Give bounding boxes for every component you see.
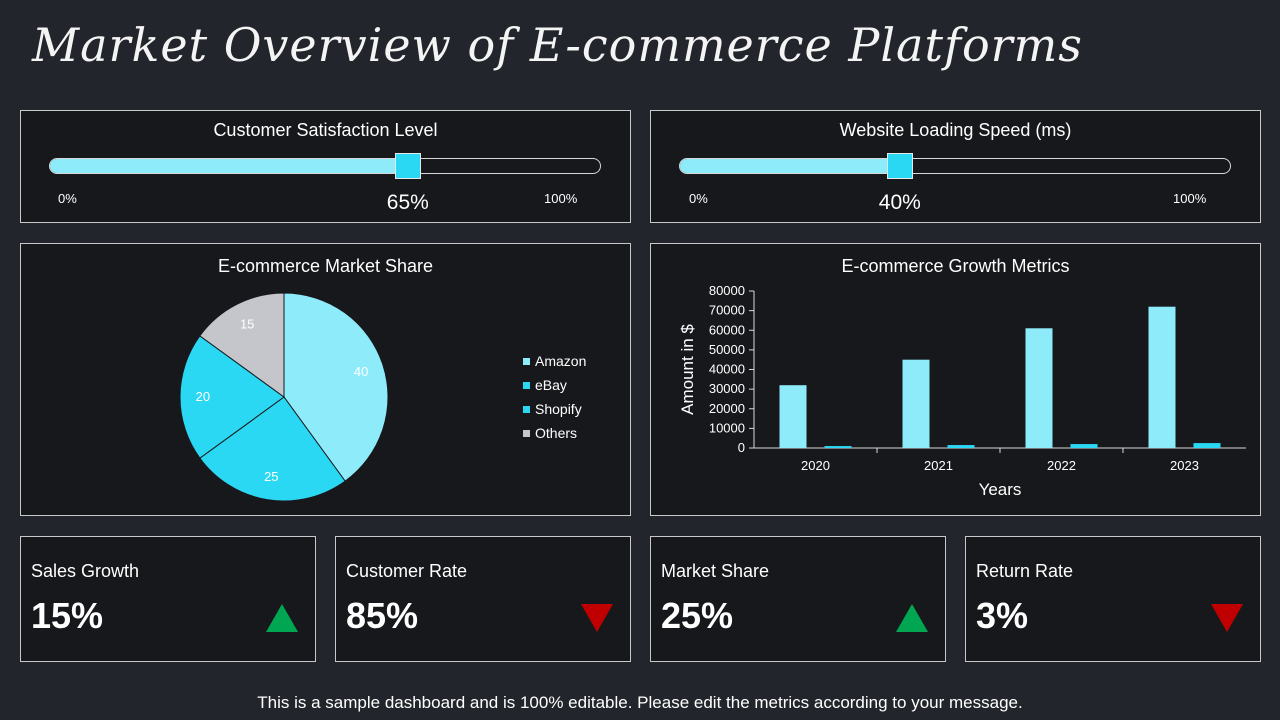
triangle-up-icon [266, 604, 298, 632]
bar-2020-series-1 [779, 385, 807, 448]
slider-track [49, 158, 601, 174]
x-tick-label: 2022 [1047, 458, 1076, 473]
kpi-card-return-rate: Return Rate 3% [965, 536, 1261, 662]
y-tick-label: 50000 [709, 342, 745, 357]
slider-min-label: 0% [58, 191, 77, 206]
slider-track [679, 158, 1231, 174]
kpi-title: Customer Rate [346, 561, 468, 581]
triangle-down-icon [581, 604, 613, 632]
x-tick-label: 2023 [1170, 458, 1199, 473]
y-tick-label: 70000 [709, 303, 745, 318]
bar-2022-series-2 [1070, 444, 1098, 448]
legend-label: Amazon [535, 353, 587, 369]
slider-thumb[interactable] [394, 153, 421, 179]
bar-2022-series-1 [1025, 328, 1053, 448]
pie-slice-ebay [199, 396, 346, 502]
slider-fill [680, 159, 901, 173]
pie-data-label: 25 [264, 469, 278, 484]
slider-thumb[interactable] [886, 153, 913, 179]
legend-item: Others [523, 421, 586, 445]
legend-item: eBay [523, 373, 586, 397]
bar-chart: 0 10000 20000 30000 40000 50000 60000 70000 8000… [678, 283, 1246, 499]
kpi-title: Sales Growth [31, 561, 140, 581]
y-tick-label: 0 [738, 440, 745, 455]
y-axis-title: Amount in $ [678, 324, 697, 415]
legend-item: Amazon [523, 349, 586, 373]
chart-legend: Amazon eBay Shopify Others [523, 349, 586, 445]
bar-2020-series-2 [824, 446, 852, 448]
pie-chart: 40 25 20 15 [179, 292, 389, 502]
growth-metrics-panel: E-commerce Growth Metrics 0 10000 20000 300… [650, 243, 1261, 516]
bar-2021-series-2 [947, 445, 975, 448]
pie-data-label: 20 [196, 389, 210, 404]
kpi-card-sales-growth: Sales Growth 15% [20, 536, 316, 662]
y-tick-label: 20000 [709, 401, 745, 416]
gauge-title: Website Loading Speed (ms) [839, 120, 1072, 140]
y-tick-label: 40000 [709, 362, 745, 377]
footer-note: This is a sample dashboard and is 100% e… [257, 693, 1023, 712]
gauge-panel-loading-speed: Website Loading Speed (ms) 0% 40% 100% [650, 110, 1261, 223]
gauge-title: Customer Satisfaction Level [213, 120, 438, 140]
bar-2021-series-1 [902, 359, 930, 448]
kpi-value: 3% [976, 595, 1029, 636]
pie-data-label: 40 [354, 364, 368, 379]
slider-value-label: 65% [386, 191, 429, 214]
legend-swatch [523, 381, 530, 389]
legend-swatch [523, 357, 530, 365]
x-tick-label: 2021 [924, 458, 953, 473]
pie-data-label: 15 [240, 317, 254, 332]
slider-max-label: 100% [1173, 191, 1207, 206]
pie-slice-amazon [283, 292, 389, 482]
kpi-value: 85% [346, 595, 419, 636]
kpi-value: 15% [31, 595, 104, 636]
triangle-down-icon [1211, 604, 1243, 632]
x-tick-label: 2020 [801, 458, 830, 473]
slider-min-label: 0% [689, 191, 708, 206]
legend-swatch [523, 429, 530, 437]
x-axis-title: Years [979, 480, 1022, 499]
y-tick-label: 10000 [709, 420, 745, 435]
legend-item: Shopify [523, 397, 586, 421]
pie-slice-others [199, 292, 285, 398]
y-tick-label: 80000 [709, 283, 745, 298]
kpi-card-customer-rate: Customer Rate 85% [335, 536, 631, 662]
y-tick-label: 30000 [709, 381, 745, 396]
bar-2023-series-1 [1148, 306, 1176, 448]
slider-fill [50, 159, 409, 173]
page-title: Market Overview of E-commerce Platforms [32, 18, 1083, 72]
chart-title: E-commerce Market Share [217, 256, 434, 276]
market-share-panel: E-commerce Market Share 40 25 20 15 Amazon … [20, 243, 631, 516]
bar-2023-series-2 [1193, 443, 1221, 448]
kpi-title: Return Rate [976, 561, 1074, 581]
triangle-up-icon [896, 604, 928, 632]
legend-label: Others [535, 425, 578, 441]
kpi-card-market-share: Market Share 25% [650, 536, 946, 662]
pie-slice-shopify [179, 335, 285, 459]
slider-max-label: 100% [544, 191, 578, 206]
gauge-panel-satisfaction: Customer Satisfaction Level 0% 65% 100% [20, 110, 631, 223]
kpi-title: Market Share [661, 561, 770, 581]
legend-label: Shopify [535, 401, 582, 417]
legend-swatch [523, 405, 530, 413]
slider-value-label: 40% [878, 191, 921, 214]
y-tick-label: 60000 [709, 322, 745, 337]
chart-title: E-commerce Growth Metrics [841, 256, 1070, 276]
kpi-value: 25% [661, 595, 734, 636]
legend-label: eBay [535, 377, 567, 393]
